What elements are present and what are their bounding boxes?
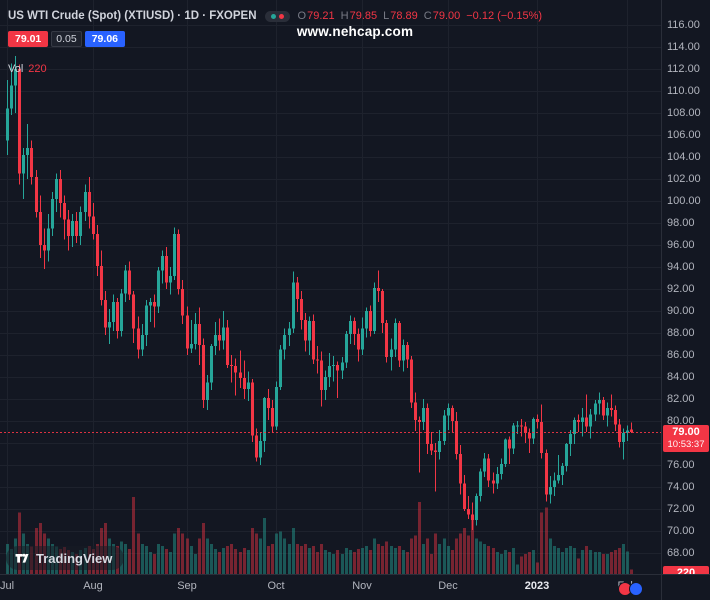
volume-legend[interactable]: Vol 220 bbox=[8, 63, 542, 75]
up-color-dot-icon bbox=[270, 13, 276, 19]
price-axis-label: 92.00 bbox=[667, 283, 695, 295]
series-toggle[interactable] bbox=[264, 10, 290, 22]
price-axis[interactable]: 116.00 114.00 112.00 110.00 108.00 106.00 104.… bbox=[661, 0, 710, 575]
buy-ask-button[interactable]: 79.06 bbox=[84, 31, 125, 47]
axis-corner-cell bbox=[661, 574, 710, 600]
price-axis-label: 108.00 bbox=[667, 107, 701, 119]
price-axis-label: 86.00 bbox=[667, 349, 695, 361]
price-axis-label: 112.00 bbox=[667, 63, 700, 75]
price-axis-label: 82.00 bbox=[667, 393, 695, 405]
price-axis-label: 72.00 bbox=[667, 503, 695, 515]
price-axis-label: 114.00 bbox=[667, 41, 700, 53]
change-value: −0.12 (−0.15%) bbox=[466, 10, 543, 22]
tradingview-logo-icon bbox=[15, 553, 29, 563]
watermark-text: www.nehcap.com bbox=[296, 24, 414, 39]
quote-row: 79.01 0.05 79.06 bbox=[8, 31, 542, 47]
time-axis-label: Sep bbox=[177, 580, 197, 592]
last-volume-badge: 220 bbox=[663, 566, 709, 575]
price-axis-label: 84.00 bbox=[667, 371, 695, 383]
symbol-title[interactable]: US WTI Crude (Spot) (XTIUSD) · 1D · FXOP… bbox=[8, 10, 257, 22]
time-axis-label: Aug bbox=[83, 580, 103, 592]
time-axis-label: Oct bbox=[267, 580, 285, 592]
price-axis-label: 88.00 bbox=[667, 327, 695, 339]
price-axis-label: 68.00 bbox=[667, 547, 695, 559]
chart-legend: US WTI Crude (Spot) (XTIUSD) · 1D · FXOP… bbox=[8, 7, 542, 75]
event-flag-blue-icon bbox=[629, 582, 643, 596]
last-price-badge: 79.00 10:53:37 bbox=[663, 425, 709, 452]
price-axis-label: 70.00 bbox=[667, 525, 695, 537]
price-axis-label: 110.00 bbox=[667, 85, 700, 97]
price-axis-label: 106.00 bbox=[667, 129, 701, 141]
ohlc-readout: O79.21 H79.85 L78.89 C79.00 −0.12 (−0.15… bbox=[297, 10, 543, 22]
spread-value: 0.05 bbox=[51, 31, 82, 47]
candlestick-chart[interactable] bbox=[0, 0, 662, 575]
down-color-dot-icon bbox=[278, 13, 284, 19]
time-axis[interactable]: JulAugSepOctNovDec2023Feb bbox=[0, 574, 662, 600]
tradingview-attribution[interactable]: TradingView bbox=[6, 546, 125, 570]
price-axis-label: 76.00 bbox=[667, 459, 695, 471]
price-axis-label: 96.00 bbox=[667, 239, 695, 251]
price-axis-label: 94.00 bbox=[667, 261, 695, 273]
price-axis-label: 116.00 bbox=[667, 19, 700, 31]
bar-countdown: 10:53:37 bbox=[667, 439, 705, 450]
price-axis-label: 100.00 bbox=[667, 195, 701, 207]
tradingview-label: TradingView bbox=[36, 550, 113, 566]
close-value: 79.00 bbox=[432, 10, 461, 22]
economic-events-icon[interactable] bbox=[618, 582, 643, 596]
price-axis-label: 102.00 bbox=[667, 173, 701, 185]
price-axis-label: 104.00 bbox=[667, 151, 701, 163]
volume-label: Vol bbox=[8, 63, 24, 75]
sell-bid-button[interactable]: 79.01 bbox=[8, 31, 49, 47]
time-axis-label: Dec bbox=[438, 580, 458, 592]
price-axis-label: 80.00 bbox=[667, 415, 695, 427]
price-axis-label: 74.00 bbox=[667, 481, 695, 493]
last-price-value: 79.00 bbox=[672, 426, 700, 438]
low-value: 78.89 bbox=[390, 10, 418, 22]
price-axis-label: 98.00 bbox=[667, 217, 695, 229]
volume-value: 220 bbox=[28, 63, 47, 75]
time-axis-label: Jul bbox=[0, 580, 15, 592]
open-value: 79.21 bbox=[307, 10, 335, 22]
time-axis-label: Nov bbox=[352, 580, 372, 592]
price-axis-label: 90.00 bbox=[667, 305, 695, 317]
time-axis-label: 2023 bbox=[524, 580, 550, 592]
high-value: 79.85 bbox=[349, 10, 378, 22]
